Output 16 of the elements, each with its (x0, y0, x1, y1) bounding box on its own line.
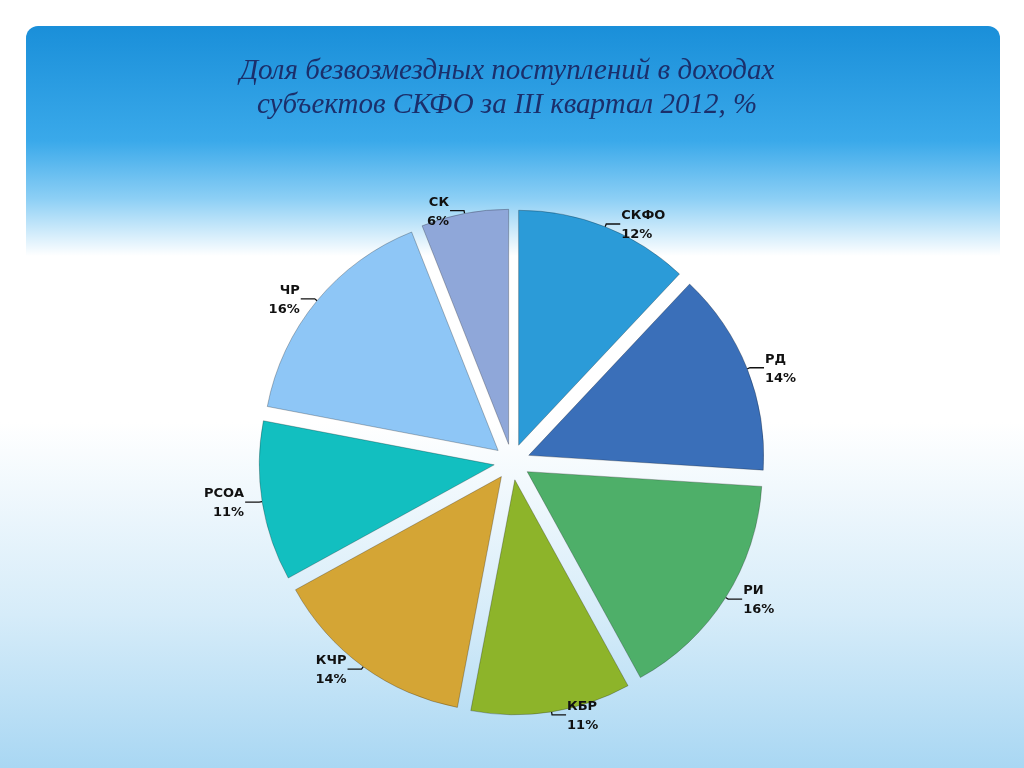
slice-label: СК (428, 193, 450, 209)
data-label: 12% (621, 225, 653, 241)
data-label: 6% (426, 212, 450, 228)
slice-label: СКФО (621, 206, 666, 222)
slice-label: ЧР (279, 281, 300, 297)
data-label: 11% (213, 504, 245, 520)
slice-label: РИ (743, 582, 764, 598)
slice-label: РСОА (203, 485, 245, 501)
chart-title: Доля безвозмездных поступлений в доходах субъектов СКФО за III квартал 2012, % (236, 52, 776, 120)
data-label: 14% (765, 369, 797, 385)
slice-label: РД (765, 350, 787, 366)
slice-label: КЧР (315, 652, 347, 668)
data-label: 16% (743, 601, 775, 617)
data-label: 16% (268, 300, 300, 316)
data-label: 14% (315, 671, 347, 687)
data-label: 11% (567, 716, 599, 732)
